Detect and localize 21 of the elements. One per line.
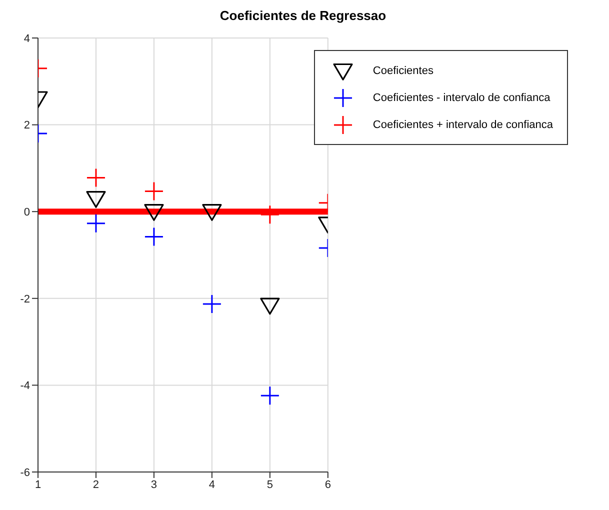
legend-label: Coeficientes xyxy=(372,64,434,76)
legend-label: Coeficientes + intervalo de confianca xyxy=(372,118,553,130)
y-tick-label: -2 xyxy=(20,293,30,306)
y-tick-label: 4 xyxy=(24,32,30,45)
x-tick-label: 3 xyxy=(150,478,158,491)
x-tick-label: 2 xyxy=(92,478,100,491)
point xyxy=(202,294,222,314)
point xyxy=(144,227,164,247)
y-tick-label: 2 xyxy=(24,120,30,132)
x-tick-label: 4 xyxy=(208,478,216,491)
x-tick-label: 6 xyxy=(324,478,331,491)
point xyxy=(144,181,164,201)
point xyxy=(202,204,222,221)
x-tick-label: 1 xyxy=(34,478,42,491)
point xyxy=(144,204,164,221)
chart-title: Coeficientes de Regressao xyxy=(218,8,388,25)
legend-label: Coeficientes - intervalo de confianca xyxy=(372,92,550,104)
y-tick-label: -6 xyxy=(20,466,30,479)
y-tick-label: -4 xyxy=(20,380,30,392)
y-tick-label: 0 xyxy=(24,206,30,219)
x-tick-label: 5 xyxy=(266,478,273,491)
